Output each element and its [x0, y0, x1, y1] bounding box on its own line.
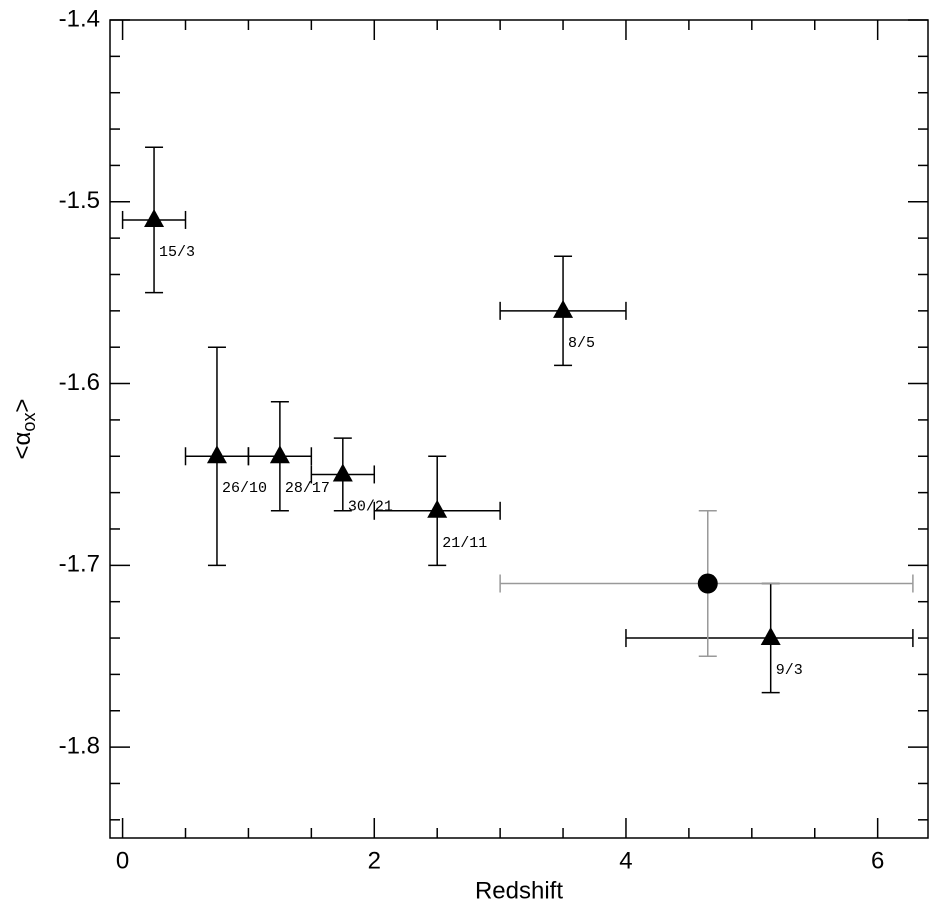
point: [697, 573, 718, 594]
x-axis-label: Redshift: [475, 877, 563, 904]
y-label-sub: ox: [19, 413, 39, 432]
point-label: 9/3: [776, 662, 803, 679]
point-label: 15/3: [159, 244, 195, 261]
plot-frame: [109, 19, 929, 839]
point-label: 26/10: [222, 480, 267, 497]
point: [332, 463, 353, 482]
point-label: 8/5: [568, 335, 595, 352]
point: [144, 208, 165, 227]
point-label: 21/11: [442, 535, 487, 552]
x-tick-label: 6: [871, 847, 884, 874]
point-label: 30/21: [348, 498, 393, 515]
point: [427, 499, 448, 518]
point: [553, 299, 574, 318]
point: [206, 445, 227, 464]
point: [760, 627, 781, 646]
y-tick-label: -1.5: [59, 187, 100, 214]
x-tick-label: 2: [368, 847, 381, 874]
point: [269, 445, 290, 464]
y-label-part: >: [9, 399, 36, 413]
y-tick-label: -1.6: [59, 369, 100, 396]
x-tick-label: 0: [116, 847, 129, 874]
y-tick-label: -1.4: [59, 5, 100, 32]
y-axis-label: <αox>: [9, 399, 38, 460]
y-label-part: <α: [9, 431, 36, 459]
x-tick-label: 4: [619, 847, 632, 874]
y-tick-label: -1.8: [59, 732, 100, 759]
y-tick-label: -1.7: [59, 551, 100, 578]
point-label: 28/17: [285, 480, 330, 497]
